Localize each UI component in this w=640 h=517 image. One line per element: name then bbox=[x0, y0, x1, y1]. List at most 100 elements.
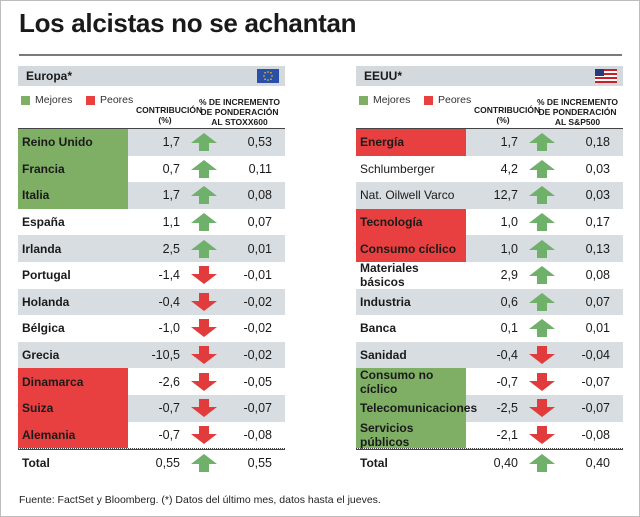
table-row: Consumo no cíclico -0,7 -0,07 bbox=[356, 368, 623, 396]
weight-value: 0,18 bbox=[585, 135, 610, 150]
row-name: Suiza bbox=[18, 394, 128, 422]
table-row: Materiales básicos 2,9 0,08 bbox=[356, 261, 623, 290]
footnote: Fuente: FactSet y Bloomberg. (*) Datos d… bbox=[19, 494, 381, 506]
arrow-down-icon bbox=[529, 425, 555, 444]
weight-value: 0,55 bbox=[247, 456, 272, 471]
total-row: Total 0,40 0,40 bbox=[356, 449, 623, 477]
contribution-value: -2,5 bbox=[496, 401, 518, 416]
row-name: Holanda bbox=[22, 294, 70, 309]
arrow-down-icon bbox=[191, 266, 217, 285]
europe-legend: Mejores Peores CONTRIBUCIÓN (%) % DE INC… bbox=[18, 86, 285, 128]
table-row: Suiza -0,7 -0,07 bbox=[18, 394, 285, 422]
arrow-up-icon bbox=[191, 239, 217, 258]
table-row: Italia 1,7 0,08 bbox=[18, 182, 285, 209]
green-swatch bbox=[359, 95, 368, 105]
arrow-up-icon bbox=[529, 319, 555, 338]
table-row: Dinamarca -2,6 -0,05 bbox=[18, 368, 285, 395]
trend-arrow bbox=[524, 265, 560, 285]
arrow-down-icon bbox=[529, 346, 555, 365]
usa-table: Energía 1,7 0,18 Schlumberger 4,2 0,03 Nat. Oi… bbox=[356, 128, 623, 477]
contribution-value: -0,4 bbox=[158, 294, 180, 309]
weight-value: 0,53 bbox=[247, 135, 272, 150]
arrow-down-icon bbox=[191, 346, 217, 365]
legend-worse: Peores bbox=[86, 94, 133, 106]
table-row: Francia 0,7 0,11 bbox=[18, 155, 285, 183]
arrow-down-icon bbox=[529, 399, 555, 418]
red-swatch bbox=[86, 95, 95, 105]
trend-arrow bbox=[186, 185, 222, 205]
weight-value: 0,08 bbox=[585, 268, 610, 283]
weight-value: 0,11 bbox=[248, 161, 272, 176]
contribution-value: 0,55 bbox=[155, 456, 180, 471]
red-swatch bbox=[424, 95, 433, 105]
weight-value: -0,08 bbox=[581, 427, 611, 442]
weight-value: 0,01 bbox=[247, 241, 272, 256]
table-row: Banca 0,1 0,01 bbox=[356, 315, 623, 342]
trend-arrow bbox=[186, 132, 222, 152]
row-name: Energía bbox=[356, 129, 466, 156]
contribution-header: CONTRIBUCIÓN (%) bbox=[136, 105, 203, 125]
weight-value: 0,08 bbox=[247, 188, 272, 203]
row-name: Total bbox=[22, 456, 50, 471]
row-name: España bbox=[22, 215, 65, 230]
row-name: Materiales básicos bbox=[360, 261, 419, 290]
table-row: Energía 1,7 0,18 bbox=[356, 129, 623, 156]
europe-table: Reino Unido 1,7 0,53 Francia 0,7 0,11 Italia 1,… bbox=[18, 128, 285, 477]
weight-value: -0,08 bbox=[243, 427, 273, 442]
arrow-up-icon bbox=[191, 213, 217, 232]
europe-panel: Europa* Mejores Peores CONTRIBUCIÓN (%) … bbox=[18, 66, 285, 477]
usa-title: EEUU* bbox=[364, 69, 403, 83]
contribution-value: 0,40 bbox=[493, 456, 518, 471]
table-row: Reino Unido 1,7 0,53 bbox=[18, 129, 285, 156]
trend-arrow bbox=[186, 345, 222, 365]
trend-arrow bbox=[524, 185, 560, 205]
contribution-value: 0,7 bbox=[162, 161, 180, 176]
trend-arrow bbox=[524, 159, 560, 179]
trend-arrow bbox=[524, 239, 560, 259]
trend-arrow bbox=[186, 212, 222, 232]
row-name: Consumo cíclico bbox=[356, 235, 466, 262]
table-row: Holanda -0,4 -0,02 bbox=[18, 288, 285, 316]
table-row: Alemania -0,7 -0,08 bbox=[18, 421, 285, 450]
trend-arrow bbox=[186, 159, 222, 179]
arrow-down-icon bbox=[191, 319, 217, 338]
arrow-up-icon bbox=[529, 454, 555, 473]
title-rule bbox=[19, 54, 622, 56]
table-row: Tecnología 1,0 0,17 bbox=[356, 208, 623, 236]
arrow-up-icon bbox=[529, 292, 555, 311]
table-row: Nat. Oilwell Varco 12,7 0,03 bbox=[356, 182, 623, 209]
trend-arrow bbox=[186, 265, 222, 285]
contribution-value: -0,4 bbox=[496, 348, 518, 363]
weight-value: 0,07 bbox=[585, 294, 610, 309]
contribution-value: -2,1 bbox=[496, 427, 518, 442]
contribution-value: 0,6 bbox=[500, 294, 518, 309]
contribution-value: -0,7 bbox=[158, 427, 180, 442]
page-title: Los alcistas no se achantan bbox=[19, 8, 357, 38]
table-row: Industria 0,6 0,07 bbox=[356, 288, 623, 316]
weight-value: -0,02 bbox=[243, 321, 273, 336]
arrow-up-icon bbox=[529, 133, 555, 152]
table-row: España 1,1 0,07 bbox=[18, 208, 285, 236]
contribution-value: 1,0 bbox=[500, 241, 518, 256]
row-name: Schlumberger bbox=[360, 161, 435, 176]
contribution-value: -2,6 bbox=[158, 374, 180, 389]
contribution-value: 1,1 bbox=[162, 215, 180, 230]
arrow-down-icon bbox=[191, 425, 217, 444]
row-name: Italia bbox=[18, 182, 128, 209]
trend-arrow bbox=[524, 398, 560, 418]
row-name: Sanidad bbox=[360, 348, 407, 363]
table-row: Sanidad -0,4 -0,04 bbox=[356, 341, 623, 369]
table-row: Portugal -1,4 -0,01 bbox=[18, 261, 285, 289]
trend-arrow bbox=[186, 372, 222, 392]
usa-header: EEUU* bbox=[356, 66, 623, 86]
legend-better: Mejores bbox=[359, 94, 410, 106]
trend-arrow bbox=[524, 132, 560, 152]
weight-value: 0,17 bbox=[585, 215, 610, 230]
weight-value: -0,02 bbox=[243, 294, 273, 309]
row-name: Reino Unido bbox=[18, 129, 128, 156]
weight-value: -0,07 bbox=[581, 401, 611, 416]
trend-arrow bbox=[186, 398, 222, 418]
weight-value: -0,01 bbox=[243, 268, 273, 283]
arrow-up-icon bbox=[529, 239, 555, 258]
weight-value: 0,07 bbox=[247, 215, 272, 230]
